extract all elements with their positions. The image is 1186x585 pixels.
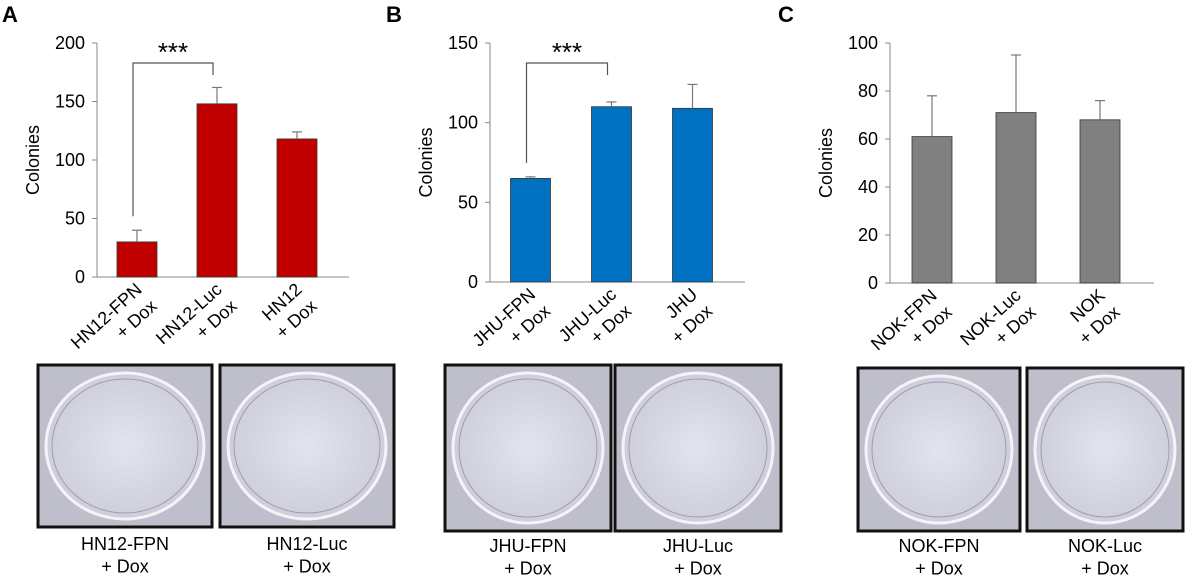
y-tick-label: 20 <box>858 225 878 245</box>
image-caption: JHU-Luc + Dox <box>663 536 733 579</box>
y-axis-label: Colonies <box>416 127 436 197</box>
dish <box>44 371 206 521</box>
significance-bracket <box>132 62 214 217</box>
y-tick-label: 0 <box>75 267 85 287</box>
dish <box>451 371 605 525</box>
x-tick-label: HN12+ Dox <box>257 279 321 342</box>
significance-label: *** <box>158 37 188 67</box>
y-tick-label: 100 <box>55 150 85 170</box>
panel-label: C <box>778 2 794 27</box>
image-caption: NOK-FPN + Dox <box>899 536 980 579</box>
dish-rim <box>51 378 199 514</box>
x-tick-label: NOK-FPN+ Dox <box>867 285 956 371</box>
y-tick-label: 100 <box>448 113 478 133</box>
dish <box>864 374 1014 525</box>
y-tick-label: 0 <box>868 273 878 293</box>
panel-label: B <box>386 2 402 27</box>
significance-label: *** <box>552 37 582 67</box>
y-axis-label: Colonies <box>23 125 43 195</box>
image-caption: HN12-FPN + Dox <box>81 534 169 577</box>
image-caption: JHU-FPN + Dox <box>490 536 567 579</box>
x-tick-label: HN12-FPN+ Dox <box>67 279 161 369</box>
bar <box>591 106 632 283</box>
y-axis-label: Colonies <box>816 128 836 198</box>
y-tick-label: 200 <box>55 33 85 53</box>
bar <box>1079 119 1121 284</box>
image-caption: HN12-Luc + Dox <box>266 534 347 577</box>
dish <box>1033 374 1177 525</box>
dish-rim <box>233 378 381 514</box>
panel-label: A <box>2 2 18 27</box>
bar <box>911 136 953 284</box>
dish-rim <box>628 378 768 518</box>
x-tick-label: NOK+ Dox <box>1060 285 1124 348</box>
bar <box>196 103 238 278</box>
bar <box>510 178 551 283</box>
image-caption: NOK-Luc + Dox <box>1068 536 1142 579</box>
dish <box>621 371 775 525</box>
y-tick-label: 40 <box>858 177 878 197</box>
x-tick-label: JHU-FPN+ Dox <box>469 284 555 367</box>
x-tick-label: HN12-Luc+ Dox <box>152 279 241 365</box>
y-tick-label: 60 <box>858 129 878 149</box>
y-tick-label: 0 <box>468 272 478 292</box>
significance-bracket <box>525 62 609 163</box>
y-tick-label: 80 <box>858 81 878 101</box>
y-tick-label: 100 <box>848 33 878 53</box>
x-tick-label: JHU+ Dox <box>652 284 716 347</box>
dish-rim <box>458 378 598 518</box>
y-tick-label: 150 <box>448 33 478 53</box>
y-tick-label: 50 <box>65 209 85 229</box>
y-tick-label: 50 <box>458 192 478 212</box>
dish-rim <box>871 381 1007 518</box>
bar <box>672 107 713 283</box>
y-tick-label: 150 <box>55 92 85 112</box>
bar <box>276 138 318 278</box>
dish <box>226 371 388 521</box>
bar <box>995 112 1037 284</box>
x-tick-label: NOK-Luc+ Dox <box>956 285 1039 366</box>
x-tick-label: JHU-Luc+ Dox <box>555 284 635 362</box>
dish-rim <box>1040 381 1170 518</box>
bar <box>116 241 158 278</box>
